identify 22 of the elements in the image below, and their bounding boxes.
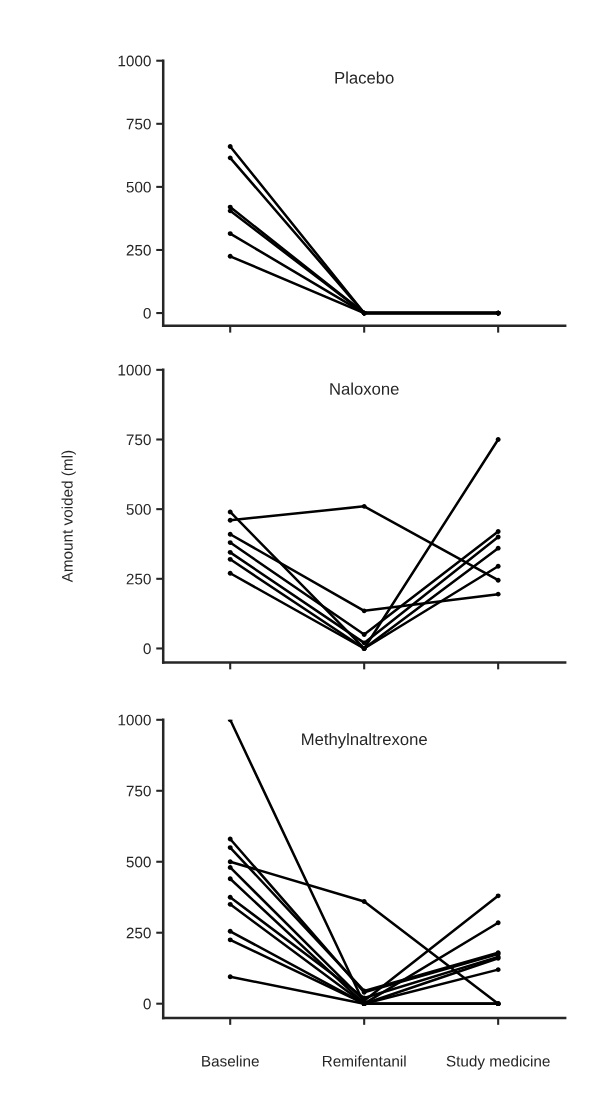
y-tick-label: 500	[126, 181, 151, 193]
text: Naloxone	[330, 382, 399, 395]
y-tick-label: 1000	[118, 714, 151, 726]
y-tick-label: 250	[126, 244, 151, 256]
text: Placebo	[335, 71, 394, 84]
y-tick-label: 0	[143, 307, 151, 319]
y-tick-label: 750	[126, 785, 151, 797]
y-tick-label: 1000	[118, 55, 151, 67]
x-tick-label: Baseline	[202, 1055, 259, 1067]
y-tick-label: 0	[143, 998, 151, 1010]
y-tick-label: 750	[126, 434, 151, 446]
y-tick-label: 750	[126, 118, 151, 130]
x-tick-label: Remifentanil	[322, 1055, 406, 1067]
y-tick-label: 250	[126, 927, 151, 939]
y-tick-label: 500	[126, 856, 151, 868]
x-tick-label: Study medicine	[446, 1055, 550, 1070]
y-tick-label: 500	[126, 504, 151, 515]
y-tick-label: 250	[126, 573, 151, 585]
y-tick-label: 1000	[118, 364, 151, 376]
text: Methylnaltrexone	[302, 732, 427, 749]
y-axis-title: Amount voided (ml)	[61, 450, 76, 583]
y-tick-label: 0	[143, 643, 151, 655]
